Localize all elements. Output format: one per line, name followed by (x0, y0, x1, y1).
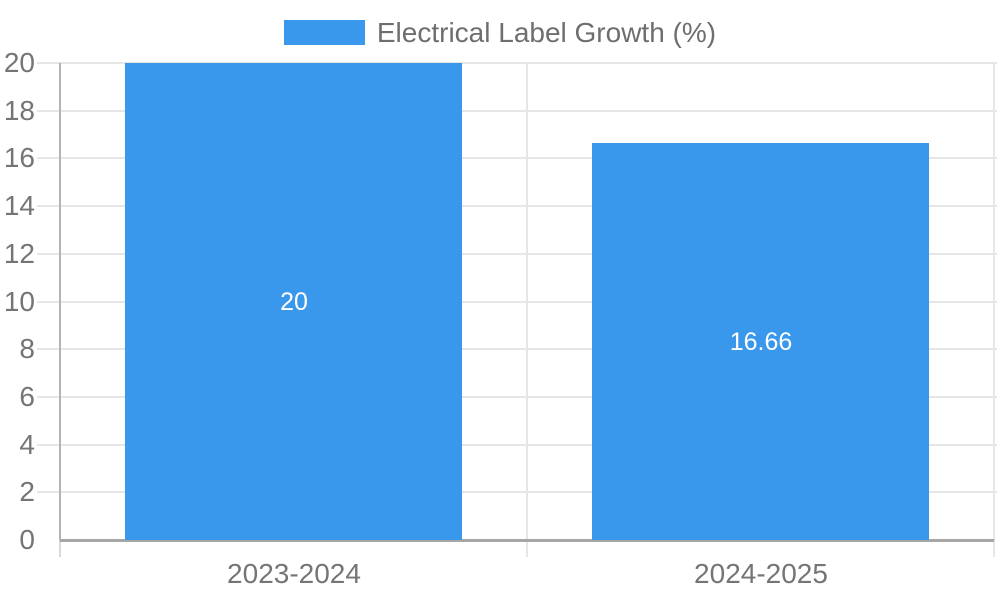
x-axis-category-label: 2023-2024 (227, 558, 361, 589)
bar-value-label: 16.66 (729, 328, 793, 356)
y-axis-tick-label: 10 (3, 286, 35, 317)
y-axis-bottom-tick (59, 540, 61, 557)
legend-swatch (283, 20, 365, 45)
y-axis-tick-label: 8 (19, 333, 35, 364)
y-axis-tick-label: 12 (3, 238, 35, 269)
y-gridline (37, 205, 997, 207)
y-gridline (37, 253, 997, 255)
y-gridline (37, 444, 997, 446)
y-axis-tick-label: 6 (19, 381, 35, 412)
bar-2023-2024 (125, 63, 462, 540)
y-axis-line (59, 63, 61, 540)
y-gridline (37, 491, 997, 493)
y-axis-tick-label: 16 (3, 142, 35, 173)
y-axis-tick-label: 4 (19, 429, 35, 460)
y-gridline (37, 62, 997, 64)
bar-2024-2025 (592, 143, 929, 540)
bar-value-label: 20 (280, 288, 308, 316)
y-gridline (37, 110, 997, 112)
y-axis-tick-label: 2 (19, 476, 35, 507)
y-axis-tick-label: 14 (3, 190, 35, 221)
x-gridline (993, 63, 995, 557)
y-gridline (37, 157, 997, 159)
x-axis-line (60, 539, 994, 542)
y-axis-tick-label: 0 (19, 524, 35, 555)
y-axis-tick-label: 18 (3, 95, 35, 126)
y-gridline (37, 396, 997, 398)
y-gridline (37, 348, 997, 350)
y-gridline (37, 301, 997, 303)
y-axis-tick-label: 20 (3, 47, 35, 78)
chart-legend[interactable]: Electrical Label Growth (%) (0, 15, 1000, 50)
x-gridline (526, 63, 528, 557)
x-axis-category-label: 2024-2025 (694, 558, 828, 589)
legend-label: Electrical Label Growth (%) (376, 16, 717, 48)
